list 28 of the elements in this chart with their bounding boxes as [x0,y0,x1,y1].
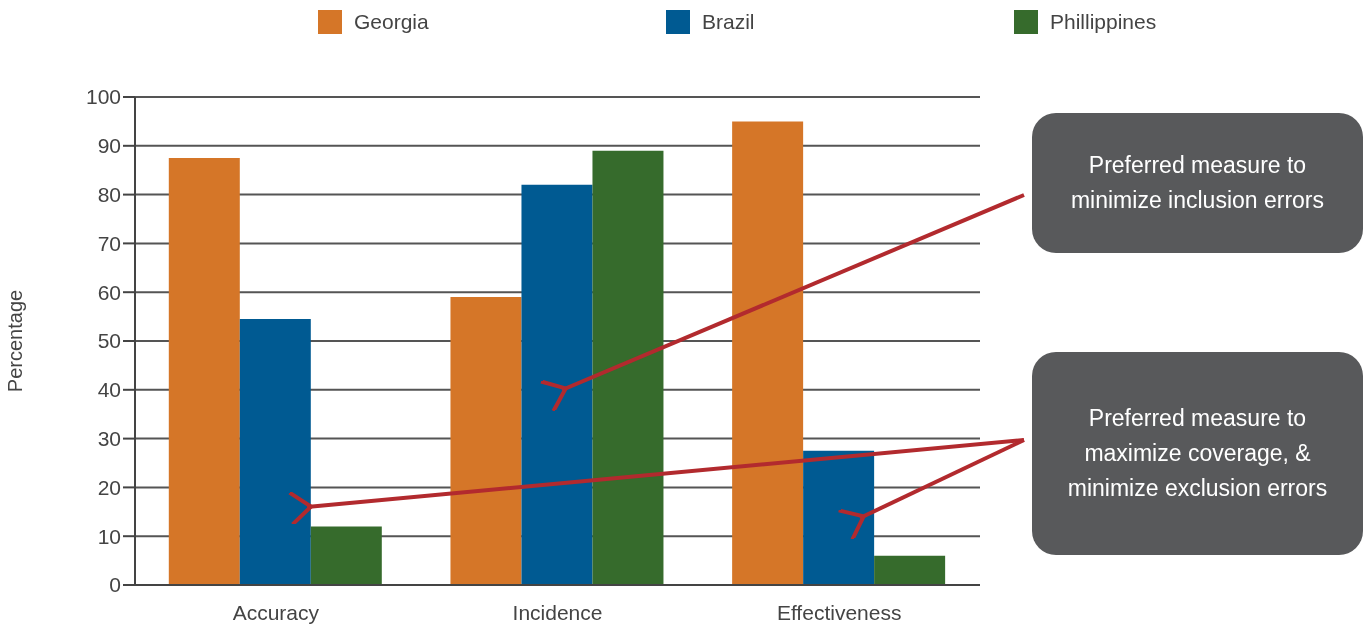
y-tick-label: 100 [85,85,121,109]
bar [732,121,804,585]
y-tick-label: 70 [97,231,121,255]
bar [450,297,522,585]
y-tick-label: 50 [97,329,121,353]
bar [168,158,240,585]
y-tick-label: 40 [97,378,121,402]
y-tick-label: 60 [97,280,121,304]
text: Preferred measure to minimize inclusion errors [1069,151,1326,215]
legend-label: Phillippines [1050,10,1157,34]
bar [592,150,664,585]
y-tick-label: 20 [97,475,121,499]
y-tick-label: 0 [109,573,121,597]
text: Preferred measure to maximize coverage, & minimize exclusion errors [1066,404,1329,503]
y-tick-label: 90 [97,134,121,158]
y-tick-label: 10 [97,524,121,548]
y-tick-label: 80 [97,183,121,207]
legend-label: Brazil [702,10,755,34]
legend-label: Georgia [354,10,429,34]
y-axis-title: Percentage [4,289,27,393]
bar [521,184,593,585]
bar [239,319,311,585]
bar [310,526,382,585]
x-tick-label: Effectiveness [776,600,902,624]
y-tick-label: 30 [97,427,121,451]
bar [874,555,946,585]
x-tick-label: Accuracy [232,600,320,624]
x-tick-label: Incidence [512,600,603,624]
